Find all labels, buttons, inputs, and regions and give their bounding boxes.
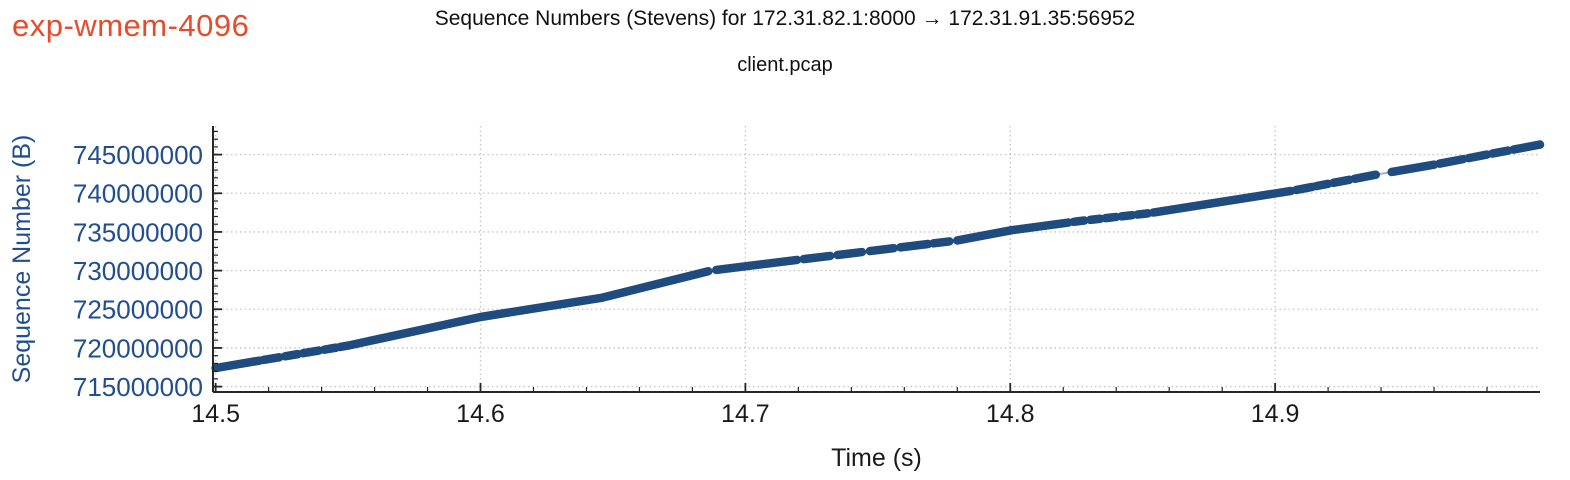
- series-segment: [1149, 186, 1296, 217]
- experiment-label: exp-wmem-4096: [12, 8, 250, 43]
- series-segment: [1086, 214, 1105, 225]
- series-segment: [1350, 170, 1381, 184]
- series-segment: [319, 343, 341, 354]
- series-segment: [865, 243, 898, 256]
- x-tick-label: 14.6: [456, 400, 505, 428]
- chart-title: Sequence Numbers (Stevens) for 172.31.82…: [434, 7, 1136, 30]
- y-tick-label: 745000000: [73, 140, 203, 170]
- series-segment: [1435, 154, 1468, 168]
- x-tick-label: 14.7: [721, 400, 770, 428]
- series-segment: [298, 346, 324, 358]
- series-segment: [1329, 175, 1354, 188]
- series-segment: [896, 239, 933, 252]
- y-tick-label: 730000000: [73, 256, 203, 286]
- series-segment: [211, 356, 264, 373]
- y-tick-label: 735000000: [73, 217, 203, 247]
- series-segment: [1117, 210, 1137, 221]
- series-segment: [335, 267, 713, 352]
- y-tick-label: 720000000: [73, 333, 203, 363]
- series-segment: [799, 251, 835, 264]
- y-tick-label: 725000000: [73, 295, 203, 325]
- series-segment: [929, 237, 954, 248]
- x-tick-label: 14.9: [1251, 400, 1300, 428]
- y-tick-label: 740000000: [73, 179, 203, 209]
- x-tick-label: 14.8: [986, 400, 1035, 428]
- series-segment: [1387, 160, 1439, 177]
- series-segment: [1292, 182, 1317, 195]
- series-segment: [1464, 150, 1492, 163]
- x-axis-label: Time (s): [831, 444, 922, 472]
- series-segment: [1133, 209, 1153, 219]
- series-segment: [833, 247, 867, 260]
- y-axis-label: Sequence Number (B): [8, 135, 36, 384]
- series-segment: [1101, 212, 1121, 223]
- series-segment: [1069, 216, 1089, 227]
- series-segment: [1311, 179, 1333, 191]
- x-tick-label: 14.5: [191, 400, 240, 428]
- series-segment: [259, 353, 284, 365]
- chart-subtitle: client.pcap: [737, 54, 833, 76]
- series-segment: [712, 255, 802, 275]
- series-segment: [1488, 146, 1513, 158]
- series-segment: [1509, 140, 1545, 154]
- series-segment: [280, 349, 303, 361]
- series-segment: [953, 218, 1073, 245]
- y-tick-label: 715000000: [73, 372, 203, 402]
